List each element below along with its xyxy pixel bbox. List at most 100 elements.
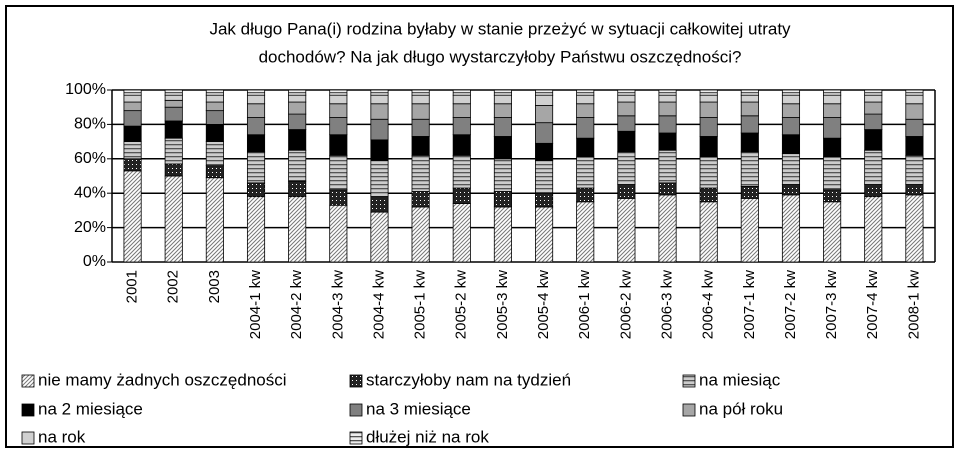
bar-segment <box>288 94 307 103</box>
bar-segment <box>370 160 389 198</box>
bar-segment <box>164 175 183 263</box>
legend-label: nie mamy żadnych oszczędności <box>38 370 287 389</box>
bar-segment <box>123 89 142 96</box>
x-tick-label: 2006-4 kw <box>700 270 717 339</box>
bar-segment <box>535 160 554 194</box>
bar-segment <box>329 103 348 118</box>
bar-segment <box>658 194 677 263</box>
bar-segment <box>617 115 636 132</box>
bar-segment <box>823 103 842 118</box>
bar-segment <box>535 192 554 208</box>
legend-label: na 2 miesiące <box>38 399 143 418</box>
legend-swatch <box>682 374 696 388</box>
bar-segment <box>617 101 636 117</box>
bar-segment <box>246 182 266 198</box>
legend-swatch <box>682 403 696 417</box>
bar-segment <box>370 196 389 213</box>
bar-segment <box>411 94 430 105</box>
bar-segment <box>329 134 348 156</box>
bar-segment <box>123 94 142 103</box>
x-tick-label: 2001 <box>124 270 141 303</box>
legend-swatch <box>21 403 35 417</box>
bar-segment <box>658 94 677 103</box>
x-tick-label: 2004-3 kw <box>329 270 346 339</box>
bar-segment <box>370 139 389 161</box>
x-tick-label: 2004-4 kw <box>370 270 387 339</box>
bar-segment <box>576 137 595 158</box>
bar-segment <box>411 154 430 192</box>
bar-segment <box>205 101 224 112</box>
bar-segment <box>781 103 801 118</box>
x-tick-label: 2004-2 kw <box>288 270 305 339</box>
bar-segment <box>740 151 759 187</box>
bar-segment <box>246 196 266 263</box>
bar-segment <box>205 165 224 179</box>
bar-segment <box>576 89 595 96</box>
bar-segment <box>740 197 759 263</box>
bar-segment <box>493 103 512 118</box>
bar-segment <box>164 137 183 165</box>
bar-segment <box>164 106 183 122</box>
bar-segment <box>205 177 224 263</box>
bar-segment <box>740 89 759 96</box>
bar-segment <box>905 94 924 105</box>
bar-segment <box>288 196 307 263</box>
chart-title: dochodów? Na jak długo wystarczyłoby Pań… <box>259 47 742 66</box>
bar-segment <box>617 89 636 96</box>
x-tick-label: 2005-1 kw <box>412 270 429 339</box>
legend-swatch <box>349 374 363 388</box>
bar-segment <box>452 187 471 204</box>
bar-segment <box>823 94 842 105</box>
bar-segment <box>164 94 183 101</box>
bar-segment <box>288 89 307 96</box>
bar-segment <box>699 187 718 203</box>
bar-segment <box>740 132 759 153</box>
bar-segment <box>246 103 266 118</box>
bar-segment <box>164 99 183 108</box>
bar-segment <box>617 130 636 153</box>
bar-segment <box>781 89 801 96</box>
bar-segment <box>411 206 430 263</box>
bar-segment <box>823 156 842 191</box>
x-tick-label: 2007-2 kw <box>782 270 799 339</box>
bar-segment <box>658 182 677 196</box>
bar-segment <box>493 158 512 192</box>
bar-segment <box>823 89 842 96</box>
bar-segment <box>288 180 307 198</box>
x-tick-label: 2006-3 kw <box>658 270 675 339</box>
bar-segment <box>699 94 718 103</box>
bar-segment <box>493 191 512 208</box>
bar-segment <box>535 94 554 106</box>
bar-segment <box>823 201 842 263</box>
bar-segment <box>781 117 801 136</box>
bar-segment <box>699 201 718 263</box>
x-tick-label: 2003 <box>206 270 223 303</box>
bar-segment <box>699 101 718 118</box>
x-tick-label: 2005-4 kw <box>535 270 552 339</box>
bar-segment <box>411 118 430 137</box>
chart-title: Jak długo Pana(i) rodzina byłaby w stani… <box>209 19 791 38</box>
bar-segment <box>864 149 883 185</box>
bar-segment <box>535 206 554 263</box>
bar-segment <box>905 118 924 137</box>
legend-label: na miesiąc <box>699 370 781 389</box>
bar-segment <box>576 103 595 118</box>
bar-segment <box>905 154 924 186</box>
bar-segment <box>617 94 636 103</box>
y-tick-label: 0% <box>83 253 106 270</box>
bar-segment <box>329 189 348 206</box>
bar-segment <box>576 94 595 105</box>
bar-segment <box>617 151 636 185</box>
legend-swatch <box>21 374 35 388</box>
bar-segment <box>740 94 759 103</box>
bar-segment <box>699 117 718 137</box>
x-tick-label: 2007-4 kw <box>864 270 881 339</box>
bar-segment <box>905 194 924 263</box>
bar-segment <box>452 203 471 263</box>
bar-segment <box>205 124 224 143</box>
x-tick-label: 2006-1 kw <box>576 270 593 339</box>
bar-segment <box>535 122 554 144</box>
bar-segment <box>205 94 224 103</box>
bar-segment <box>864 89 883 96</box>
